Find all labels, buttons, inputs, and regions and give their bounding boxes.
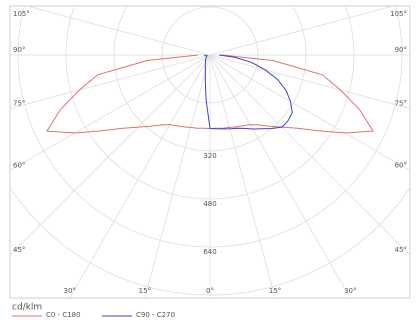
r-tick-label: 320: [203, 152, 216, 160]
legend: C0 - C180 C90 - C270: [12, 311, 175, 319]
legend-label: C0 - C180: [46, 311, 81, 319]
angle-tick-label: 15°: [269, 287, 281, 295]
grid-spoke: [69, 54, 211, 298]
angle-tick-label: 15°: [139, 287, 151, 295]
angle-tick-label: 30°: [344, 287, 356, 295]
grid-layer: [10, 6, 410, 298]
angle-tick-label: 75°: [13, 100, 25, 108]
grid-spoke: [144, 54, 211, 298]
angle-tick-label: 105°: [13, 10, 30, 18]
grid-spoke: [209, 54, 410, 256]
grid-spoke: [10, 54, 211, 256]
angle-tick-label: 75°: [395, 100, 407, 108]
intensity-curve: [203, 54, 211, 129]
angle-tick-label: 60°: [13, 161, 25, 169]
grid-spoke: [209, 54, 276, 298]
angle-tick-label: 90°: [13, 46, 25, 54]
angle-tick-label: 45°: [395, 246, 407, 254]
legend-label: C90 - C270: [136, 311, 175, 319]
grid-spoke: [10, 54, 211, 171]
grid-spoke: [10, 54, 211, 109]
angle-tick-label: 60°: [395, 161, 407, 169]
angle-tick-label: 105°: [390, 10, 407, 18]
angle-tick-label: 0°: [206, 287, 214, 295]
r-tick-label: 640: [203, 248, 216, 256]
angle-tick-label: 45°: [13, 246, 25, 254]
grid-spoke: [209, 54, 410, 171]
intensity-curve: [209, 54, 293, 130]
grid-spoke: [27, 6, 211, 56]
grid-spoke: [209, 54, 351, 298]
r-tick-label: 480: [203, 200, 216, 208]
angle-tick-label: 90°: [395, 46, 407, 54]
label-layer: 320 480 640 0° 15° 15° 30° 30° 45° 45° 60° 60° 75° 75…: [13, 10, 407, 295]
angle-tick-label: 30°: [63, 287, 75, 295]
intensity-curve: [46, 54, 211, 134]
unit-label: cd/klm: [12, 303, 42, 313]
curve-layer: [46, 54, 374, 134]
grid-spoke: [209, 54, 410, 109]
grid-spoke: [209, 6, 393, 56]
